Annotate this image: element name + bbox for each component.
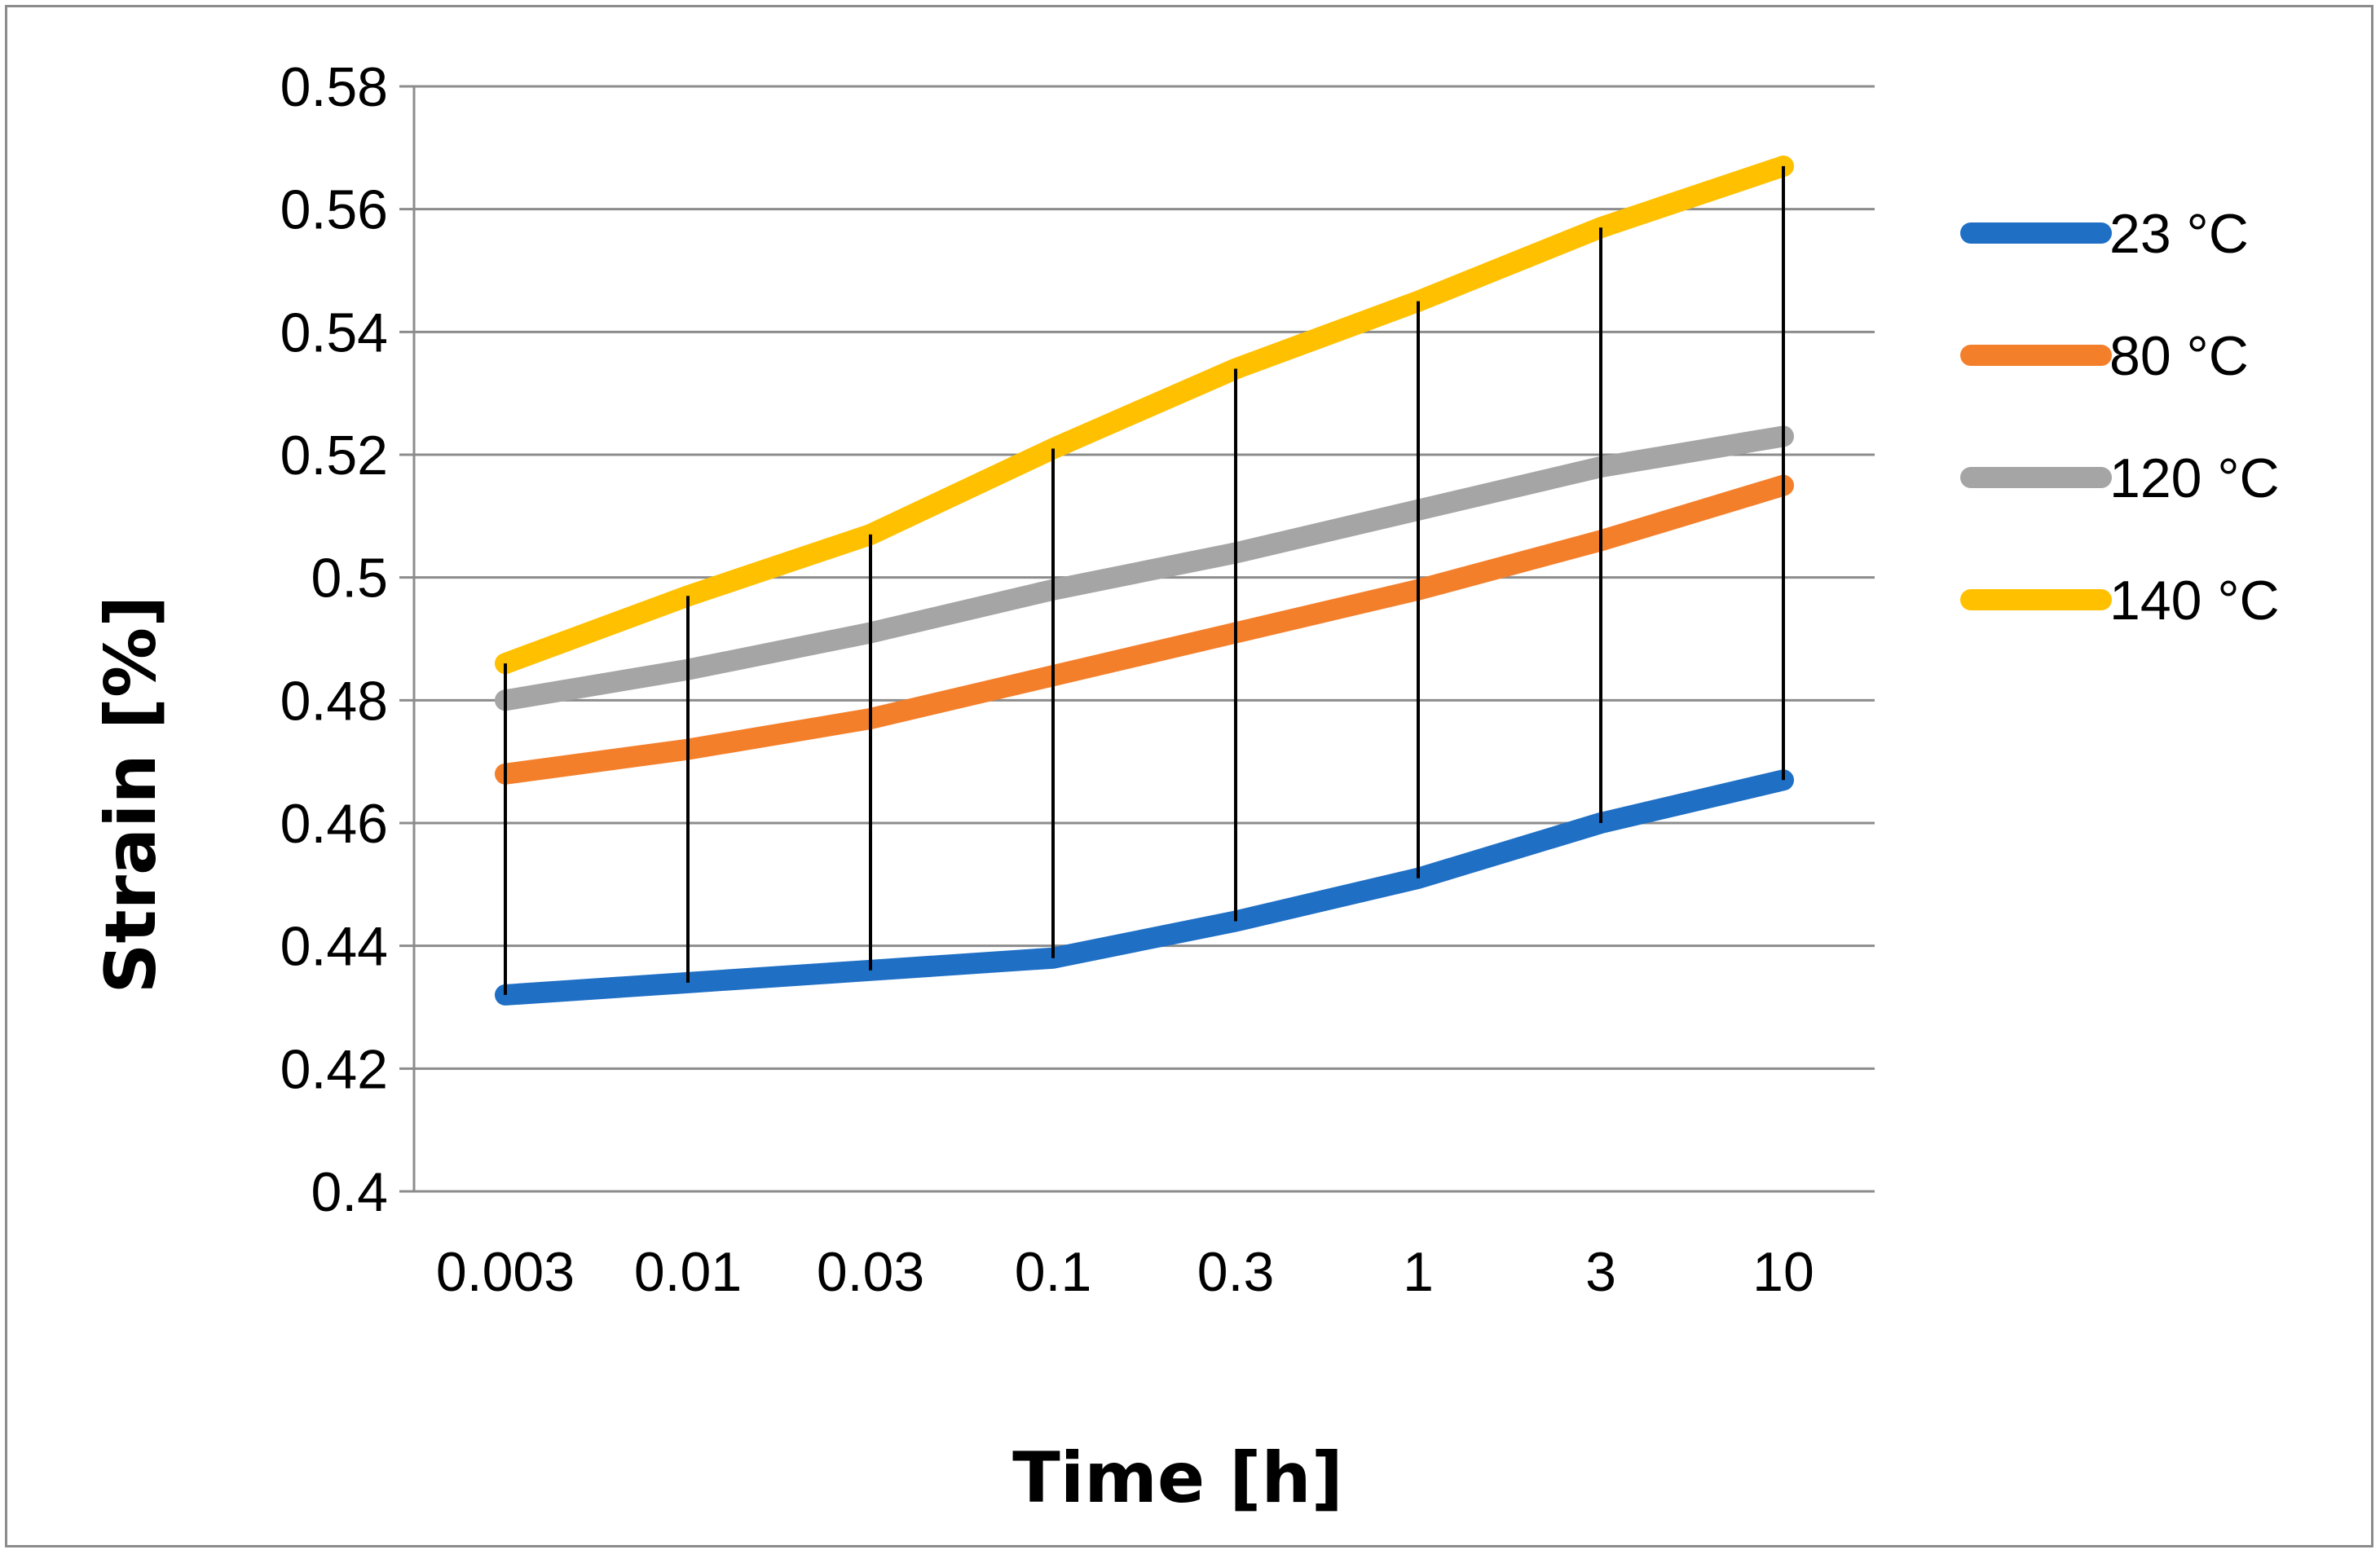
y-tick-label: 0.52 bbox=[280, 425, 388, 486]
y-tick-label: 0.48 bbox=[280, 670, 388, 732]
series-line-0 bbox=[495, 769, 1794, 1006]
y-tick-label: 0.56 bbox=[280, 179, 388, 241]
x-tick-label: 0.3 bbox=[1197, 1241, 1275, 1303]
axes bbox=[399, 85, 1875, 1193]
x-tick-labels: 0.003 0.01 0.03 0.1 0.3 1 3 10 bbox=[436, 1241, 1814, 1303]
y-tick-label: 0.4 bbox=[311, 1161, 388, 1223]
legend-label: 80 °C bbox=[2109, 325, 2249, 387]
y-tick-label: 0.46 bbox=[280, 793, 388, 855]
data-series bbox=[495, 155, 1794, 1006]
legend-label: 120 °C bbox=[2109, 447, 2280, 509]
series-line-1 bbox=[495, 474, 1794, 785]
x-tick-label: 0.1 bbox=[1015, 1241, 1092, 1303]
x-tick-label: 1 bbox=[1403, 1241, 1434, 1303]
x-tick-label: 0.01 bbox=[634, 1241, 742, 1303]
x-tick-label: 0.03 bbox=[817, 1241, 924, 1303]
x-tick-label: 10 bbox=[1752, 1241, 1814, 1303]
chart-frame bbox=[5, 5, 2373, 1547]
y-tick-label: 0.44 bbox=[280, 916, 388, 978]
x-tick-label: 0.003 bbox=[436, 1241, 575, 1303]
error-bars bbox=[504, 165, 1785, 995]
legend-label: 23 °C bbox=[2109, 203, 2249, 265]
series-line-2 bbox=[495, 425, 1794, 711]
x-axis-title: Time [h] bbox=[1012, 1437, 1343, 1519]
y-tick-labels: 0.4 0.42 0.44 0.46 0.48 0.5 0.52 0.54 0.56 0.58 bbox=[280, 56, 388, 1223]
y-tick-label: 0.54 bbox=[280, 302, 388, 363]
y-tick-label: 0.42 bbox=[280, 1038, 388, 1100]
series-line-3 bbox=[495, 155, 1794, 675]
x-tick-label: 3 bbox=[1585, 1241, 1616, 1303]
y-tick-label: 0.5 bbox=[311, 548, 388, 610]
legend: 23 °C 80 °C 120 °C 140 °C bbox=[1960, 203, 2280, 632]
legend-label: 140 °C bbox=[2109, 570, 2280, 632]
y-axis-title: Strain [%] bbox=[90, 596, 172, 994]
y-tick-label: 0.58 bbox=[280, 56, 388, 118]
